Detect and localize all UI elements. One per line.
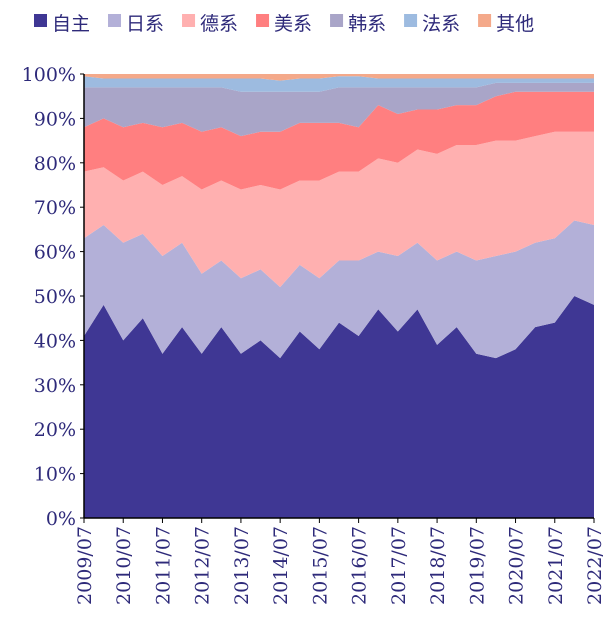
legend-label: 德系	[200, 13, 238, 35]
y-tick-label: 10%	[34, 464, 76, 486]
y-tick-label: 90%	[34, 108, 76, 130]
y-tick-label: 60%	[34, 242, 76, 264]
legend-label: 韩系	[348, 13, 386, 35]
legend-swatch	[478, 14, 492, 27]
y-tick-label: 100%	[22, 64, 76, 86]
y-tick-label: 40%	[34, 330, 76, 352]
y-tick-label: 50%	[34, 286, 76, 308]
legend-label: 其他	[496, 13, 534, 35]
y-tick-label: 30%	[34, 375, 76, 397]
y-tick-label: 80%	[34, 153, 76, 175]
area	[84, 296, 594, 518]
x-tick-label: 2009/07	[74, 526, 96, 605]
legend-swatch	[34, 14, 47, 27]
x-tick-label: 2011/07	[152, 526, 174, 605]
x-tick-label: 2020/07	[506, 526, 528, 605]
legend-swatch	[404, 14, 418, 27]
legend-swatch	[108, 14, 122, 27]
y-tick-label: 70%	[34, 197, 76, 219]
legend-label: 自主	[52, 13, 90, 35]
x-tick-label: 2018/07	[427, 526, 449, 605]
legend-label: 日系	[126, 13, 164, 35]
legend-swatch	[182, 14, 196, 27]
x-tick-label: 2010/07	[113, 526, 135, 605]
x-tick-label: 2016/07	[349, 526, 371, 605]
legend-swatch	[256, 14, 270, 27]
legend-label: 法系	[422, 13, 460, 35]
area	[84, 76, 594, 92]
y-tick-label: 0%	[46, 508, 76, 530]
area	[84, 82, 594, 137]
x-tick-label: 2015/07	[309, 526, 331, 605]
x-tick-label: 2022/07	[584, 526, 605, 605]
legend-swatch	[330, 14, 344, 27]
legend-label: 美系	[274, 13, 312, 35]
x-tick-label: 2017/07	[388, 526, 410, 605]
x-tick-label: 2019/07	[466, 526, 488, 605]
y-tick-label: 20%	[34, 419, 76, 441]
area	[84, 220, 594, 359]
x-tick-label: 2014/07	[270, 526, 292, 605]
area	[84, 91, 594, 190]
area	[84, 131, 594, 288]
area	[84, 74, 594, 81]
x-tick-label: 2021/07	[545, 526, 567, 605]
x-tick-label: 2013/07	[231, 526, 253, 605]
x-tick-label: 2012/07	[192, 526, 214, 605]
